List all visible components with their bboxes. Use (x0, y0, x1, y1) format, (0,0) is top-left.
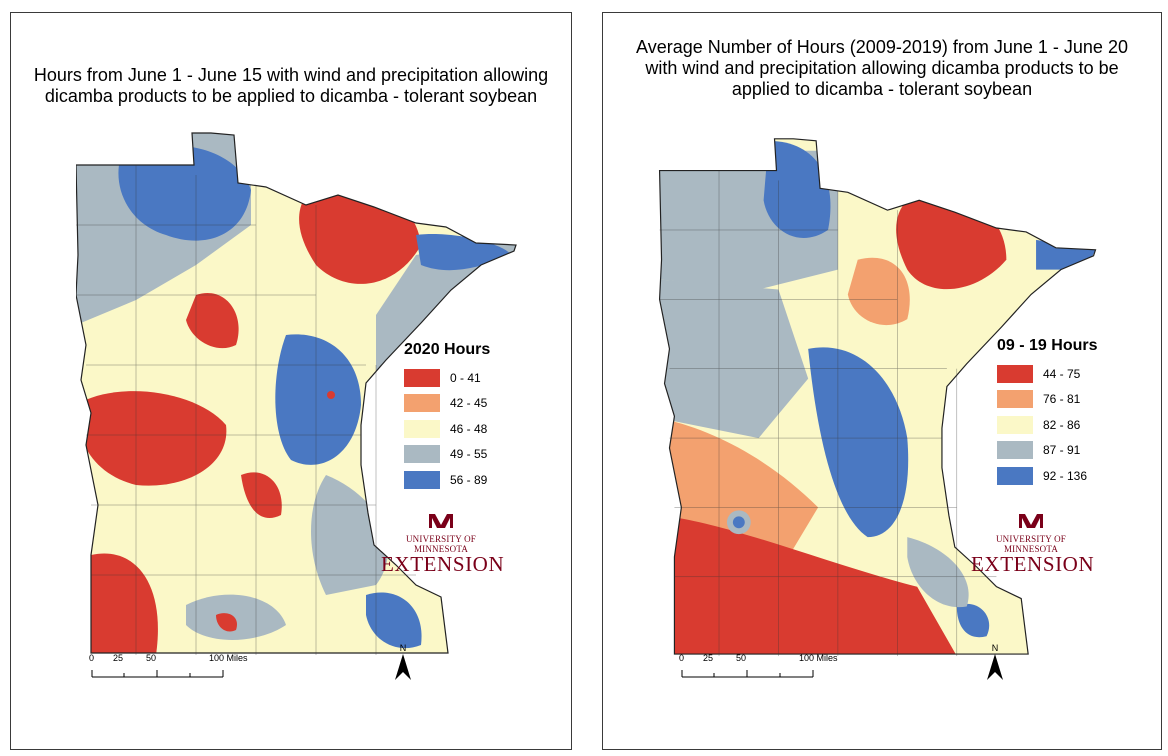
right-legend-label-0: 44 - 75 (1043, 366, 1081, 381)
right-zone-west-grey (659, 279, 809, 439)
right-county-lines (659, 170, 997, 657)
left-scale-tick-50: 50 (146, 653, 157, 663)
left-legend-item: 56 - 89 (404, 467, 490, 493)
right-north-arrow: N (986, 643, 1004, 683)
left-legend-item: 42 - 45 (404, 391, 490, 417)
right-scale-line (681, 670, 814, 678)
right-zone-se-grey (907, 537, 969, 608)
left-zone-central-red (186, 293, 239, 349)
right-title-line-3: applied to dicamba - tolerant soybean (731, 79, 1033, 99)
left-zone-south-red (216, 613, 237, 632)
left-zone-ne-tip-blue (416, 234, 511, 271)
north-arrow-icon (395, 654, 411, 680)
umn-extension-text: EXTENSION (971, 552, 1095, 576)
right-legend-title: 09 - 19 Hours (997, 337, 1098, 354)
right-zone-north-blue (763, 140, 831, 238)
right-zone-central-orange (847, 257, 910, 326)
left-legend-item: 46 - 48 (404, 416, 490, 442)
left-zone-south-grey (186, 594, 286, 640)
left-legend-swatch-1 (404, 394, 440, 413)
right-legend-label-1: 76 - 81 (1043, 392, 1081, 407)
left-legend-label-2: 46 - 48 (450, 421, 488, 436)
left-legend-swatch-2 (404, 419, 440, 438)
right-map-panel: Average Number of Hours (2009-2019) from… (602, 12, 1162, 750)
left-scale-tick-0: 0 (89, 653, 95, 663)
left-zone-west-red (76, 391, 227, 486)
right-scale-tick-100: 100 Miles (799, 653, 838, 663)
left-choropleth-map (76, 132, 517, 655)
left-zone-sw-red (91, 553, 158, 653)
left-map-panel: Hours from June 1 - June 15 with wind an… (10, 12, 572, 750)
right-scale-tick-0: 0 (679, 653, 685, 663)
umn-extension-text: EXTENSION (381, 552, 505, 576)
left-title-line-1: Hours from June 1 - June 15 with wind an… (33, 65, 549, 85)
left-zone-metro-red (241, 472, 282, 519)
left-county-lines (76, 165, 416, 655)
right-zone-central-blue (808, 347, 909, 538)
north-arrow-icon (987, 654, 1003, 680)
right-legend-swatch-2 (997, 415, 1033, 434)
right-spot-blue (732, 516, 745, 529)
left-scale-line (91, 670, 224, 678)
right-legend-label-2: 82 - 86 (1043, 417, 1081, 432)
left-legend-swatch-3 (404, 445, 440, 464)
right-legend-swatch-3 (997, 441, 1033, 460)
umn-extension-logo-right: UNIVERSITY OF MINNESOTA EXTENSION (971, 513, 1095, 576)
right-choropleth-map (658, 138, 1097, 657)
right-legend: 09 - 19 Hours 44 - 75 76 - 81 82 - 86 87… (997, 337, 1097, 489)
right-legend-item: 76 - 81 (997, 387, 1097, 413)
left-legend-label-1: 42 - 45 (450, 396, 488, 411)
left-spot-red (327, 391, 335, 399)
right-scale-tick-50: 50 (736, 653, 747, 663)
left-legend-swatch-0 (404, 368, 440, 387)
right-scale-tick-25: 25 (703, 653, 714, 663)
left-north-label: N (399, 643, 407, 653)
right-legend-swatch-4 (997, 466, 1033, 485)
left-legend-label-3: 49 - 55 (450, 447, 488, 462)
right-legend-item: 82 - 86 (997, 412, 1097, 438)
umn-extension-logo-left: UNIVERSITY OF MINNESOTA EXTENSION (381, 513, 505, 576)
umn-m-icon (1019, 514, 1043, 528)
left-zone-north-blue (118, 145, 251, 241)
left-legend-label-0: 0 - 41 (450, 370, 481, 385)
right-legend-item: 92 - 136 (997, 463, 1097, 489)
right-north-label: N (991, 643, 999, 653)
umn-university-text: UNIVERSITY OF MINNESOTA (405, 534, 477, 554)
left-legend-swatch-4 (404, 470, 440, 489)
left-map-title: Hours from June 1 - June 15 with wind an… (11, 65, 571, 107)
left-scale-tick-25: 25 (113, 653, 124, 663)
right-legend-swatch-1 (997, 390, 1033, 409)
right-legend-swatch-0 (997, 364, 1033, 383)
left-zone-se-grey (311, 475, 388, 595)
right-zone-south-red (674, 517, 957, 655)
right-title-line-2: with wind and precipitation allowing dic… (645, 58, 1119, 78)
right-legend-item: 44 - 75 (997, 361, 1097, 387)
left-legend: 2020 Hours 0 - 41 42 - 45 46 - 48 49 - 5… (404, 341, 490, 493)
left-zone-east-blue (275, 334, 361, 465)
right-zone-ne-tip-blue (1036, 239, 1096, 270)
left-scale-bar: 0 25 50 100 Miles (89, 653, 248, 683)
left-north-arrow: N (394, 643, 412, 683)
left-zone-se-blue (366, 592, 422, 649)
right-map-title: Average Number of Hours (2009-2019) from… (603, 37, 1161, 100)
right-zone-se-blue (956, 603, 990, 638)
left-legend-label-4: 56 - 89 (450, 472, 488, 487)
umn-university-text: UNIVERSITY OF MINNESOTA (995, 534, 1067, 554)
left-title-line-2: dicamba products to be applied to dicamb… (44, 86, 538, 106)
left-scale-tick-100: 100 Miles (209, 653, 248, 663)
right-legend-item: 87 - 91 (997, 438, 1097, 464)
right-scale-bar: 0 25 50 100 Miles (679, 653, 838, 683)
umn-m-icon (429, 514, 453, 528)
left-legend-title: 2020 Hours (404, 341, 491, 358)
right-legend-label-3: 87 - 91 (1043, 443, 1081, 458)
left-legend-item: 49 - 55 (404, 442, 490, 468)
right-title-line-1: Average Number of Hours (2009-2019) from… (636, 37, 1128, 57)
left-legend-item: 0 - 41 (404, 365, 490, 391)
right-legend-label-4: 92 - 136 (1043, 468, 1088, 483)
